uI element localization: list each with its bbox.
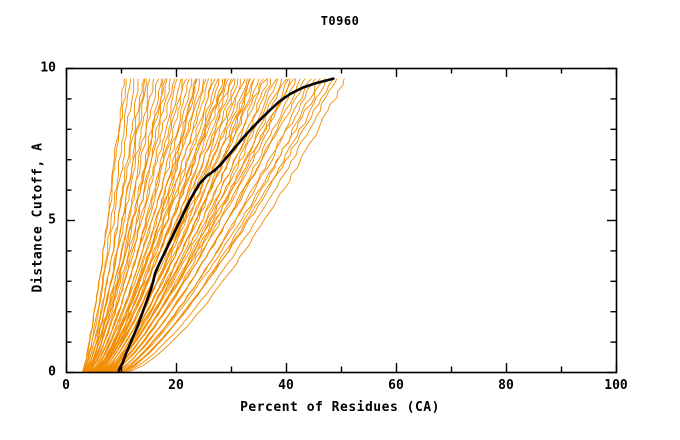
x-tick-label: 100 [604, 378, 628, 393]
prediction-curve [96, 78, 216, 372]
x-tick-label: 40 [278, 378, 294, 393]
prediction-curve [93, 78, 197, 372]
x-tick-label: 60 [388, 378, 404, 393]
prediction-curves-group [82, 78, 345, 372]
prediction-curve [109, 78, 279, 372]
prediction-curve [106, 78, 260, 372]
x-tick-label: 80 [498, 378, 514, 393]
chart-title: T0960 [320, 14, 360, 28]
axis-frame-group [65, 67, 618, 374]
prediction-curve [99, 78, 227, 372]
prediction-curve [121, 78, 326, 372]
prediction-curve [126, 78, 338, 372]
y-tick-label: 10 [40, 60, 56, 76]
prediction-curve [107, 78, 268, 372]
prediction-curve [89, 78, 178, 372]
prediction-curve [104, 78, 255, 372]
prediction-curve [120, 78, 321, 372]
prediction-curve [84, 78, 145, 372]
prediction-curve [112, 78, 291, 372]
prediction-curve [103, 78, 246, 372]
prediction-curve [86, 78, 160, 372]
prediction-curve [92, 78, 193, 372]
prediction-curve [104, 78, 251, 372]
prediction-curve [98, 78, 225, 372]
prediction-curve [112, 78, 295, 372]
y-tick-label: 5 [48, 212, 56, 228]
prediction-curve [109, 78, 283, 372]
prediction-curve [93, 78, 197, 372]
prediction-curve [91, 78, 183, 372]
prediction-curve [128, 78, 345, 372]
prediction-curve [83, 78, 135, 372]
prediction-curve [82, 78, 131, 372]
prediction-curve [84, 78, 146, 372]
prediction-curve [116, 78, 306, 372]
prediction-curve [82, 78, 127, 372]
prediction-curve [90, 78, 182, 372]
prediction-curve [100, 78, 229, 372]
prediction-curve [85, 78, 151, 372]
reference-curve-group [117, 77, 335, 372]
x-tick-label: 0 [62, 378, 70, 393]
reference-curve [117, 77, 335, 372]
prediction-curve [88, 78, 167, 372]
prediction-curve [102, 78, 238, 372]
prediction-curve [118, 78, 316, 372]
prediction-curve [89, 78, 171, 372]
ticks-group [65, 67, 618, 374]
prediction-curve [123, 78, 335, 372]
prediction-curve [99, 78, 224, 372]
prediction-curve [104, 78, 250, 372]
prediction-curve [117, 78, 312, 372]
prediction-curve [91, 78, 187, 372]
y-tick-label: 0 [48, 364, 56, 380]
x-tick-label: 20 [168, 378, 184, 393]
prediction-curve [87, 78, 164, 372]
x-axis-label: Percent of Residues (CA) [240, 400, 440, 415]
